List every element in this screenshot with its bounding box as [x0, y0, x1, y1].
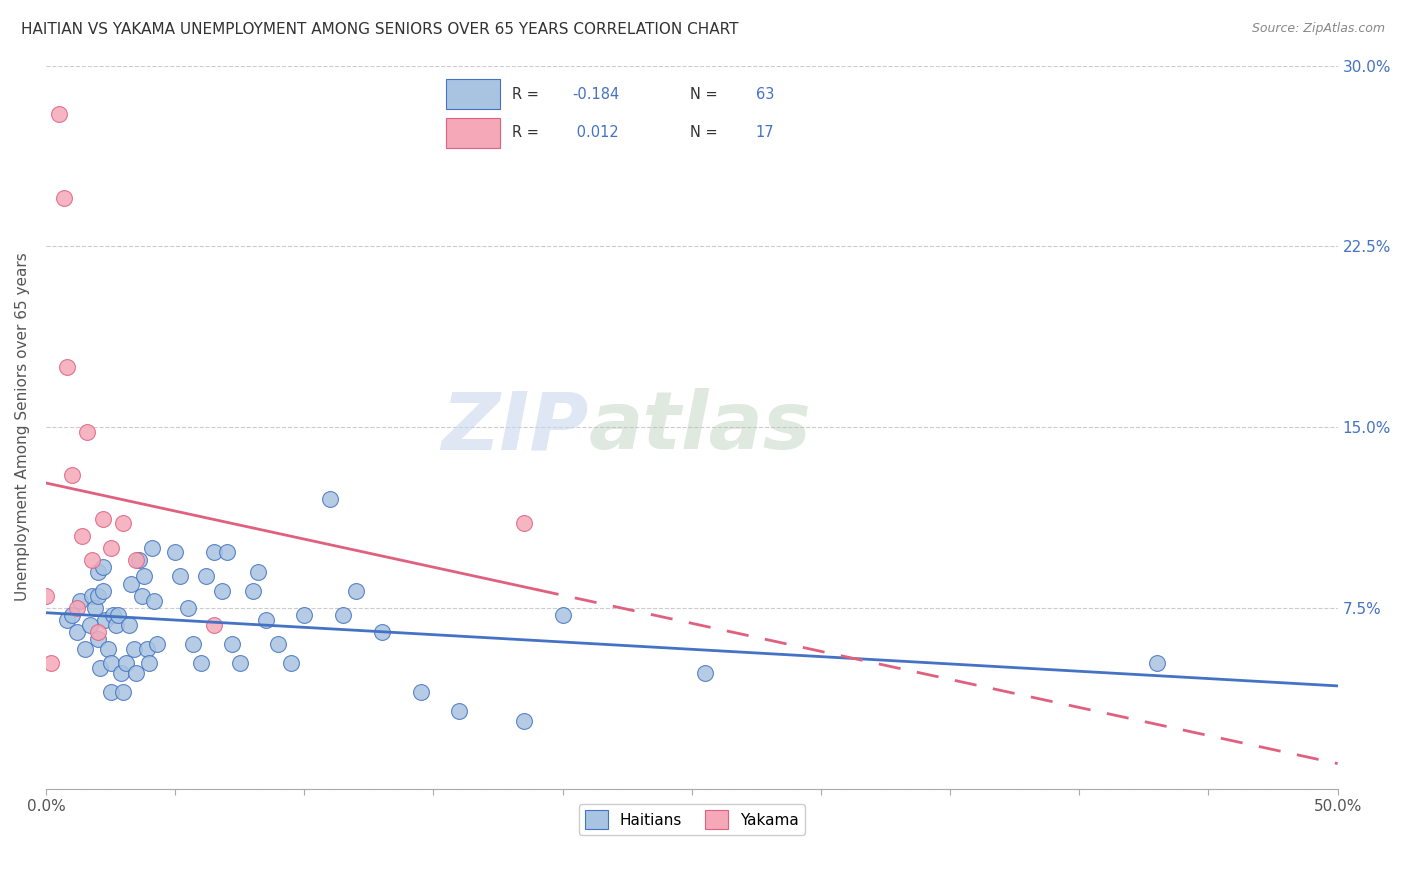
Point: [215, 545, 238, 559]
Point: [131, 589, 153, 603]
Point: [101, 607, 124, 622]
Point: [53, 191, 76, 205]
Point: [60, 607, 83, 622]
Point: [267, 637, 290, 651]
Point: [181, 637, 204, 651]
Point: [143, 593, 166, 607]
Point: [551, 607, 574, 622]
Point: [190, 657, 212, 671]
Point: [107, 607, 129, 622]
Text: HAITIAN VS YAKAMA UNEMPLOYMENT AMONG SENIORS OVER 65 YEARS CORRELATION CHART: HAITIAN VS YAKAMA UNEMPLOYMENT AMONG SEN…: [21, 22, 738, 37]
Point: [86, 624, 108, 639]
Point: [371, 624, 394, 639]
Point: [35, 589, 58, 603]
Point: [82, 589, 104, 603]
Point: [89, 661, 111, 675]
Point: [112, 685, 135, 699]
Point: [84, 600, 107, 615]
Point: [449, 705, 471, 719]
Point: [228, 657, 250, 671]
Point: [60, 468, 83, 483]
Point: [513, 516, 536, 531]
Point: [693, 665, 716, 680]
Point: [128, 552, 150, 566]
Point: [513, 714, 536, 728]
Point: [55, 359, 77, 374]
Point: [169, 569, 191, 583]
Point: [254, 613, 277, 627]
Point: [86, 589, 108, 603]
Point: [73, 641, 96, 656]
Point: [122, 641, 145, 656]
Point: [135, 641, 157, 656]
Legend: Haitians, Yakama: Haitians, Yakama: [578, 805, 806, 835]
Point: [91, 559, 114, 574]
Point: [66, 600, 89, 615]
Point: [39, 657, 62, 671]
Point: [91, 511, 114, 525]
Point: [97, 641, 120, 656]
Point: [86, 632, 108, 647]
Y-axis label: Unemployment Among Seniors over 65 years: Unemployment Among Seniors over 65 years: [15, 252, 30, 601]
Point: [94, 613, 117, 627]
Point: [292, 607, 315, 622]
Point: [100, 541, 122, 555]
Point: [120, 576, 142, 591]
Text: Source: ZipAtlas.com: Source: ZipAtlas.com: [1251, 22, 1385, 36]
Point: [100, 657, 122, 671]
Point: [211, 583, 233, 598]
Point: [55, 613, 77, 627]
Point: [409, 685, 432, 699]
Point: [134, 569, 156, 583]
Point: [86, 565, 108, 579]
Point: [66, 624, 89, 639]
Point: [110, 665, 132, 680]
Point: [48, 107, 70, 121]
Point: [177, 600, 200, 615]
Point: [195, 569, 218, 583]
Text: ZIP: ZIP: [441, 388, 589, 466]
Point: [202, 617, 225, 632]
Point: [202, 545, 225, 559]
Point: [141, 541, 163, 555]
Point: [70, 528, 93, 542]
Point: [146, 637, 169, 651]
Point: [100, 685, 122, 699]
Point: [332, 607, 354, 622]
Point: [344, 583, 367, 598]
Point: [76, 425, 98, 439]
Point: [91, 583, 114, 598]
Point: [319, 492, 342, 507]
Point: [82, 552, 104, 566]
Text: atlas: atlas: [589, 388, 811, 466]
Point: [138, 657, 160, 671]
Point: [115, 657, 138, 671]
Point: [1146, 657, 1168, 671]
Point: [69, 593, 91, 607]
Point: [104, 617, 127, 632]
Point: [125, 552, 148, 566]
Point: [246, 565, 269, 579]
Point: [117, 617, 139, 632]
Point: [79, 617, 101, 632]
Point: [165, 545, 187, 559]
Point: [112, 516, 135, 531]
Point: [221, 637, 243, 651]
Point: [242, 583, 264, 598]
Point: [125, 665, 148, 680]
Point: [280, 657, 302, 671]
